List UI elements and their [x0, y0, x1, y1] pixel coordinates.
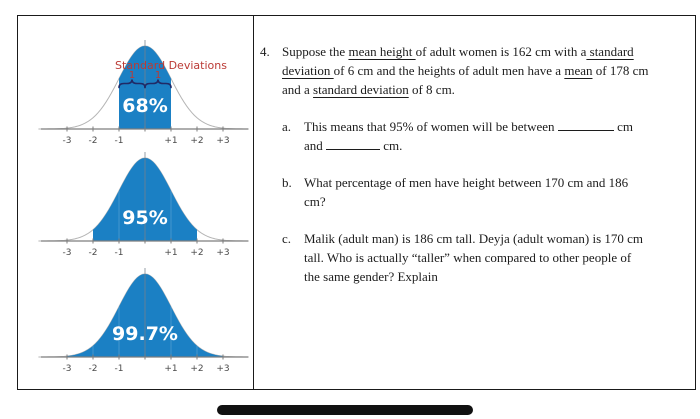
underlined-term: mean height — [348, 44, 416, 59]
question-panel: 4. Suppose the mean height of adult wome… — [254, 16, 700, 389]
empirical-rule-chart-68: -3 -2 -1 +1 +2 +3 68% Standard Deviations 1 1 — [19, 33, 252, 156]
question-part-c: c. Malik (adult man) is 186 cm tall. Deyj… — [282, 229, 696, 286]
text-run: and — [304, 138, 327, 153]
part-letter: b. — [282, 175, 292, 190]
axis-tick-label: -3 — [63, 248, 72, 258]
percent-label: 95% — [122, 207, 167, 229]
underlined-term: standard — [586, 44, 634, 59]
axis-tick-label: -2 — [89, 136, 98, 146]
question-number: 4. — [260, 44, 270, 59]
part-text: What percentage of men have height betwe… — [304, 173, 696, 211]
normal-curves-panel: -3 -2 -1 +1 +2 +3 68% Standard Deviations 1 1 -3-… — [18, 16, 254, 389]
text-run: cm — [613, 119, 633, 134]
text-run: of 6 cm and the heights of adult men hav… — [333, 63, 565, 78]
text-run: and a — [282, 82, 314, 97]
text-run: of 8 cm. — [408, 82, 455, 97]
answer-blank — [557, 118, 614, 131]
axis-tick-label: -3 — [63, 136, 72, 146]
text-run: tall. Who is actually “taller” when comp… — [304, 250, 632, 265]
empirical-rule-chart-95: -3 -2 -1 +1 +2 +3 95% — [19, 145, 252, 268]
text-run: cm. — [380, 138, 403, 153]
axis-tick-label: +2 — [190, 248, 203, 258]
sigma-brace — [118, 79, 146, 89]
normal-curve-figure: -3 -2 -1 +1 +2 +3 95% — [38, 152, 252, 258]
question-part-b: b. What percentage of men have height bet… — [282, 173, 696, 211]
axis-tick-label: +1 — [164, 364, 177, 374]
axis-tick-label: +3 — [216, 136, 229, 146]
part-text: This means that 95% of women will be bet… — [304, 117, 696, 155]
question-parts: a. This means that 95% of women will be b… — [282, 117, 696, 286]
text-run: the same gender? Explain — [304, 269, 438, 284]
part-letter: c. — [282, 231, 292, 246]
axis-tick-label: +2 — [190, 136, 203, 146]
part-letter: a. — [282, 119, 292, 134]
percent-label: 99.7% — [112, 323, 178, 345]
underlined-term: standard deviation — [313, 82, 409, 97]
sigma-brace — [144, 79, 172, 89]
axis-tick-label: -2 — [89, 364, 98, 374]
question-part-a: a. This means that 95% of women will be b… — [282, 117, 696, 155]
axis-tick-label: +2 — [190, 364, 203, 374]
question-4: 4. Suppose the mean height of adult wome… — [260, 42, 696, 99]
brace-label: 1 — [155, 70, 161, 81]
text-run: What percentage of men have height betwe… — [304, 175, 629, 190]
text-run: of adult women is 162 cm with a — [415, 44, 587, 59]
part-text: Malik (adult man) is 186 cm tall. Deyja … — [304, 229, 696, 286]
brace-label: 1 — [129, 70, 135, 81]
text-run: Suppose the — [282, 44, 349, 59]
underlined-term: deviation — [282, 63, 334, 78]
text-run: of 178 cm — [592, 63, 649, 78]
underlined-term: mean — [564, 63, 593, 78]
axis-tick-label: -1 — [115, 248, 124, 258]
axis-tick-label: +3 — [216, 248, 229, 258]
answer-blank — [326, 137, 381, 150]
axis-tick-label: -3 — [63, 364, 72, 374]
text-run: This means that 95% of women will be bet… — [304, 119, 558, 134]
empirical-rule-chart-99-7: -3 -2 -1 +1 +2 +3 99.7% — [19, 261, 252, 384]
axis-tick-label: +3 — [216, 364, 229, 374]
axis-tick-label: -2 — [89, 248, 98, 258]
axis-tick-label: -1 — [115, 364, 124, 374]
question-intro: Suppose the mean height of adult women i… — [282, 42, 694, 99]
worksheet-table: -3 -2 -1 +1 +2 +3 68% Standard Deviations 1 1 -3-… — [17, 15, 696, 390]
text-run: Malik (adult man) is 186 cm tall. Deyja … — [304, 231, 644, 246]
percent-label: 68% — [122, 95, 167, 117]
standard-deviations-title: Standard Deviations — [115, 59, 227, 72]
axis-tick-label: +1 — [164, 248, 177, 258]
normal-curve-figure: -3 -2 -1 +1 +2 +3 99.7% — [38, 268, 252, 374]
text-run: cm? — [304, 194, 326, 209]
axis-tick-label: -1 — [115, 136, 124, 146]
home-indicator-bar[interactable] — [217, 405, 473, 415]
axis-tick-label: +1 — [164, 136, 177, 146]
